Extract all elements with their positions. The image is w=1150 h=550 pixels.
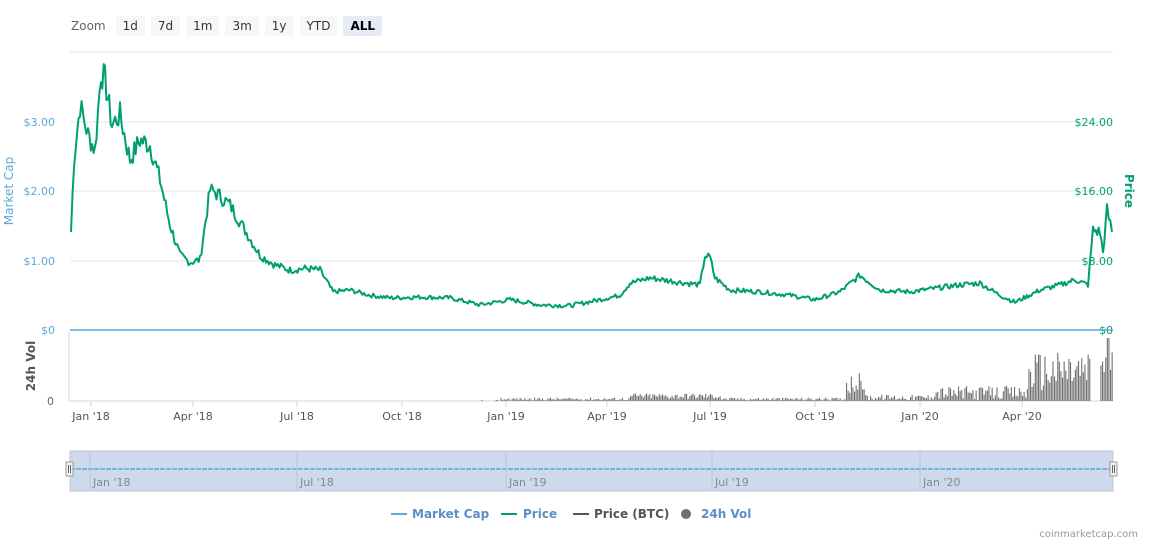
x-tick-label: Jan '19 bbox=[486, 410, 524, 423]
volume-axis-title: 24h Vol bbox=[24, 341, 38, 391]
x-tick-label: Oct '19 bbox=[795, 410, 835, 423]
zoom-1d-button[interactable]: 1d bbox=[115, 16, 145, 36]
volume-bars bbox=[481, 338, 1113, 401]
navigator-tick-label: Jan '18 bbox=[92, 476, 130, 489]
right-tick: $0 bbox=[1099, 324, 1113, 337]
svg-text:Price (BTC): Price (BTC) bbox=[594, 507, 669, 521]
legend-item-24h-vol[interactable]: 24h Vol bbox=[681, 507, 751, 521]
zoom-1y-button[interactable]: 1y bbox=[264, 16, 294, 36]
navigator-tick-label: Jul '19 bbox=[714, 476, 749, 489]
navigator-mask[interactable] bbox=[69, 450, 1114, 492]
svg-text:Market Cap: Market Cap bbox=[412, 507, 490, 521]
legend-item-price[interactable]: Price bbox=[501, 507, 557, 521]
navigator-tick-label: Jan '20 bbox=[922, 476, 960, 489]
left-axis-title: Market Cap bbox=[2, 157, 16, 225]
x-tick-label: Apr '20 bbox=[1002, 410, 1042, 423]
legend-item-market-cap[interactable]: Market Cap bbox=[391, 507, 490, 521]
grid-lines bbox=[70, 51, 1113, 262]
x-tick-label: Jan '18 bbox=[71, 410, 109, 423]
zoom-ytd-button[interactable]: YTD bbox=[299, 16, 338, 36]
zoom-label: Zoom bbox=[71, 19, 106, 33]
x-axis: Jan '18 Apr '18 Jul '18 Oct '18 Jan '19 Apr '… bbox=[71, 401, 1042, 423]
zoom-7d-button[interactable]: 7d bbox=[150, 16, 181, 36]
svg-text:24h Vol: 24h Vol bbox=[701, 507, 751, 521]
x-tick-label: Jul '18 bbox=[279, 410, 314, 423]
zoom-3m-button[interactable]: 3m bbox=[225, 16, 259, 36]
x-tick-label: Apr '18 bbox=[173, 410, 213, 423]
navigator-x-axis: Jan '18 Jul '18 Jan '19 Jul '19 Jan '20 bbox=[89, 451, 960, 491]
legend-item-price-btc[interactable]: Price (BTC) bbox=[573, 507, 669, 521]
left-axis: $0 $1.00 $2.00 $3.00 bbox=[24, 116, 56, 337]
zoom-all-button[interactable]: ALL bbox=[343, 16, 383, 36]
zoom-1m-button[interactable]: 1m bbox=[186, 16, 220, 36]
navigator-right-handle[interactable] bbox=[1109, 461, 1118, 477]
credit-link[interactable]: coinmarketcap.com bbox=[1039, 529, 1138, 540]
right-tick: $8.00 bbox=[1082, 255, 1114, 268]
price-series-line bbox=[70, 63, 1113, 309]
x-tick-label: Oct '18 bbox=[382, 410, 422, 423]
right-axis: $0 $8.00 $16.00 $24.00 bbox=[1075, 116, 1114, 337]
dot-icon bbox=[681, 509, 691, 519]
navigator-tick-label: Jul '18 bbox=[299, 476, 334, 489]
left-tick: $2.00 bbox=[24, 185, 56, 198]
right-axis-title: Price bbox=[1122, 174, 1136, 208]
volume-tick: 0 bbox=[47, 395, 54, 408]
zoom-bar: Zoom 1d 7d 1m 3m 1y YTD ALL bbox=[71, 16, 383, 36]
x-tick-label: Jan '20 bbox=[900, 410, 938, 423]
right-tick: $24.00 bbox=[1075, 116, 1114, 129]
navigator-left-handle[interactable] bbox=[65, 461, 74, 477]
left-tick: $1.00 bbox=[24, 255, 56, 268]
left-tick: $3.00 bbox=[24, 116, 56, 129]
legend: Market Cap Price Price (BTC) 24h Vol bbox=[391, 507, 751, 521]
x-tick-label: Apr '19 bbox=[587, 410, 627, 423]
right-tick: $16.00 bbox=[1075, 185, 1114, 198]
x-tick-label: Jul '19 bbox=[692, 410, 727, 423]
navigator: Jan '18 Jul '18 Jan '19 Jul '19 Jan '20 bbox=[65, 450, 1118, 492]
navigator-tick-label: Jan '19 bbox=[508, 476, 546, 489]
svg-text:Price: Price bbox=[523, 507, 557, 521]
left-tick: $0 bbox=[41, 324, 55, 337]
